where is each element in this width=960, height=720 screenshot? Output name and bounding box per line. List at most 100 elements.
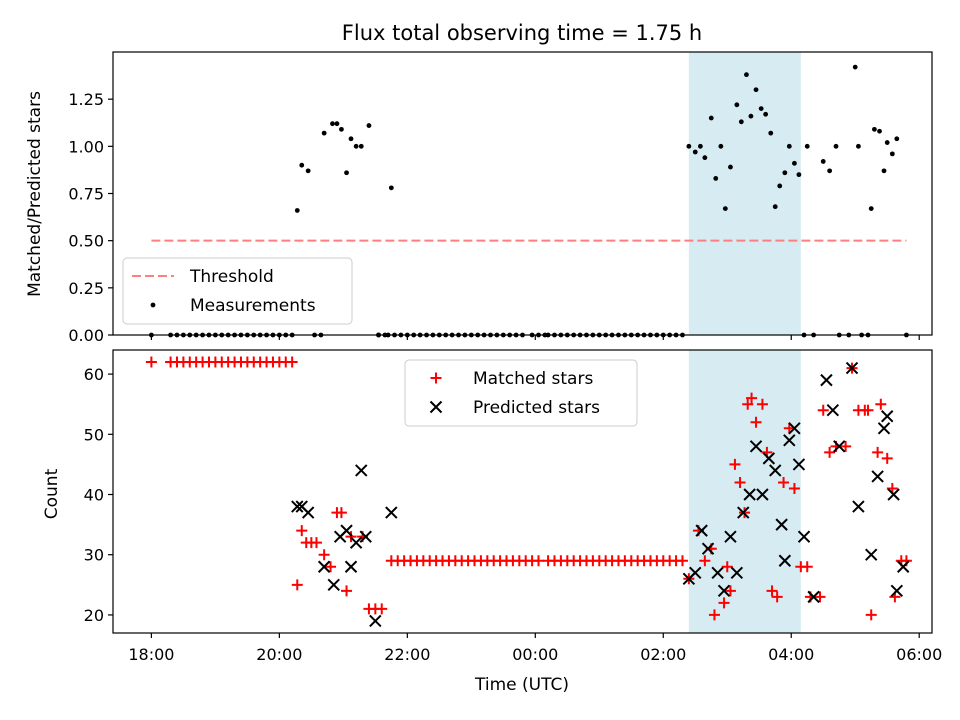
measurement-point — [344, 170, 349, 176]
measurement-point — [868, 206, 874, 211]
matched-star-point — [824, 446, 836, 458]
matched-star-point — [817, 404, 829, 416]
predicted-star-point — [792, 458, 806, 471]
predicted-star-point — [695, 524, 708, 537]
measurement-point — [697, 143, 703, 149]
legend-matched-swatch — [430, 372, 442, 384]
matched-star-point — [729, 458, 741, 470]
predicted-star-point — [833, 440, 846, 453]
y-tick-label: 40 — [84, 486, 104, 505]
legend-box — [404, 359, 638, 427]
matched-star-point — [872, 446, 884, 458]
matched-star-point — [865, 609, 877, 621]
measurement-point — [786, 143, 792, 149]
measurement-point — [708, 115, 714, 121]
measurement-point — [894, 136, 900, 142]
predicted-star-point — [769, 464, 782, 477]
predicted-star-point — [788, 422, 801, 435]
predicted-star-point — [865, 548, 878, 561]
predicted-star-point — [291, 500, 304, 513]
measurement-point — [321, 130, 327, 136]
measurement-point — [348, 136, 354, 142]
matched-star-point — [862, 404, 874, 416]
matched-star-point — [335, 507, 347, 519]
matched-star-point — [286, 356, 298, 368]
x-tick-label: 06:00 — [896, 645, 942, 664]
y-tick-label: 1.00 — [68, 137, 104, 156]
bottom-y-axis-label: Count — [42, 468, 62, 519]
predicted-star-point — [369, 614, 382, 628]
series-matched-stars — [145, 356, 912, 621]
bottom-legend: Matched stars Predicted stars — [404, 359, 638, 427]
measurement-point — [833, 143, 839, 149]
matched-star-point — [345, 531, 357, 543]
x-tick-label: 18:00 — [128, 645, 174, 664]
matched-star-point — [376, 603, 388, 615]
matched-star-point — [881, 452, 893, 464]
legend-threshold-label: Threshold — [189, 267, 274, 287]
observing-span — [688, 350, 801, 633]
matched-star-point — [814, 591, 826, 603]
x-tick-label: 20:00 — [256, 645, 302, 664]
matched-star-point — [875, 398, 887, 410]
measurement-point — [827, 168, 833, 174]
matched-star-point — [724, 585, 736, 597]
predicted-star-point — [301, 506, 315, 519]
predicted-star-point — [344, 560, 358, 573]
predicted-star-point — [762, 452, 776, 465]
measurement-point — [305, 168, 311, 174]
y-tick-label: 20 — [84, 606, 104, 625]
predicted-star-point — [887, 488, 900, 501]
predicted-star-point — [385, 506, 398, 519]
measurement-point — [748, 113, 754, 119]
predicted-star-point — [820, 373, 833, 387]
measurement-point — [722, 206, 728, 211]
measurement-point — [852, 64, 858, 70]
measurement-point — [884, 140, 890, 145]
predicted-star-point — [743, 488, 756, 501]
measurement-point — [768, 130, 774, 136]
matched-star-point — [145, 356, 157, 368]
predicted-star-point — [317, 560, 331, 573]
measurement-point — [877, 128, 882, 134]
predicted-star-point — [689, 566, 702, 579]
matched-star-point — [676, 555, 688, 567]
predicted-star-point — [355, 464, 368, 477]
predicted-star-point — [711, 566, 724, 579]
measurement-point — [388, 185, 394, 191]
matched-star-point — [718, 597, 730, 609]
matched-star-point — [310, 537, 322, 549]
top-legend: Threshold Measurements — [122, 257, 353, 325]
measurement-point — [782, 170, 788, 176]
y-tick-label: 0.75 — [68, 185, 104, 204]
predicted-star-point — [871, 470, 884, 483]
measurement-point — [299, 162, 305, 168]
measurement-point — [856, 143, 861, 149]
bottom-panel: 20 30 40 50 60 18:00 20:00 22:00 00:00 02:00 04:00… — [84, 349, 942, 664]
matched-star-point — [766, 585, 778, 597]
legend-predicted-label: Predicted stars — [473, 398, 600, 418]
measurement-point — [330, 121, 335, 127]
matched-star-point — [742, 398, 754, 410]
measurement-point — [734, 102, 740, 108]
matched-star-point — [783, 422, 795, 434]
matched-star-point — [325, 561, 337, 573]
measurement-point — [763, 111, 769, 117]
matched-star-point — [750, 416, 762, 428]
measurement-point — [358, 143, 364, 149]
measurement-point — [692, 149, 698, 155]
legend-predicted-swatch — [429, 400, 443, 414]
measurement-point — [792, 160, 797, 166]
predicted-star-point — [778, 554, 792, 567]
measurement-point — [753, 87, 759, 93]
predicted-star-point — [327, 578, 340, 592]
measurement-point — [872, 126, 877, 132]
chart-title: Flux total observing time = 1.75 h — [342, 21, 702, 45]
predicted-star-point — [896, 560, 910, 573]
matched-star-point — [699, 555, 711, 567]
measurement-point — [777, 183, 783, 189]
measurement-point — [804, 143, 810, 149]
predicted-star-point — [737, 506, 750, 519]
measurement-point — [334, 121, 340, 127]
